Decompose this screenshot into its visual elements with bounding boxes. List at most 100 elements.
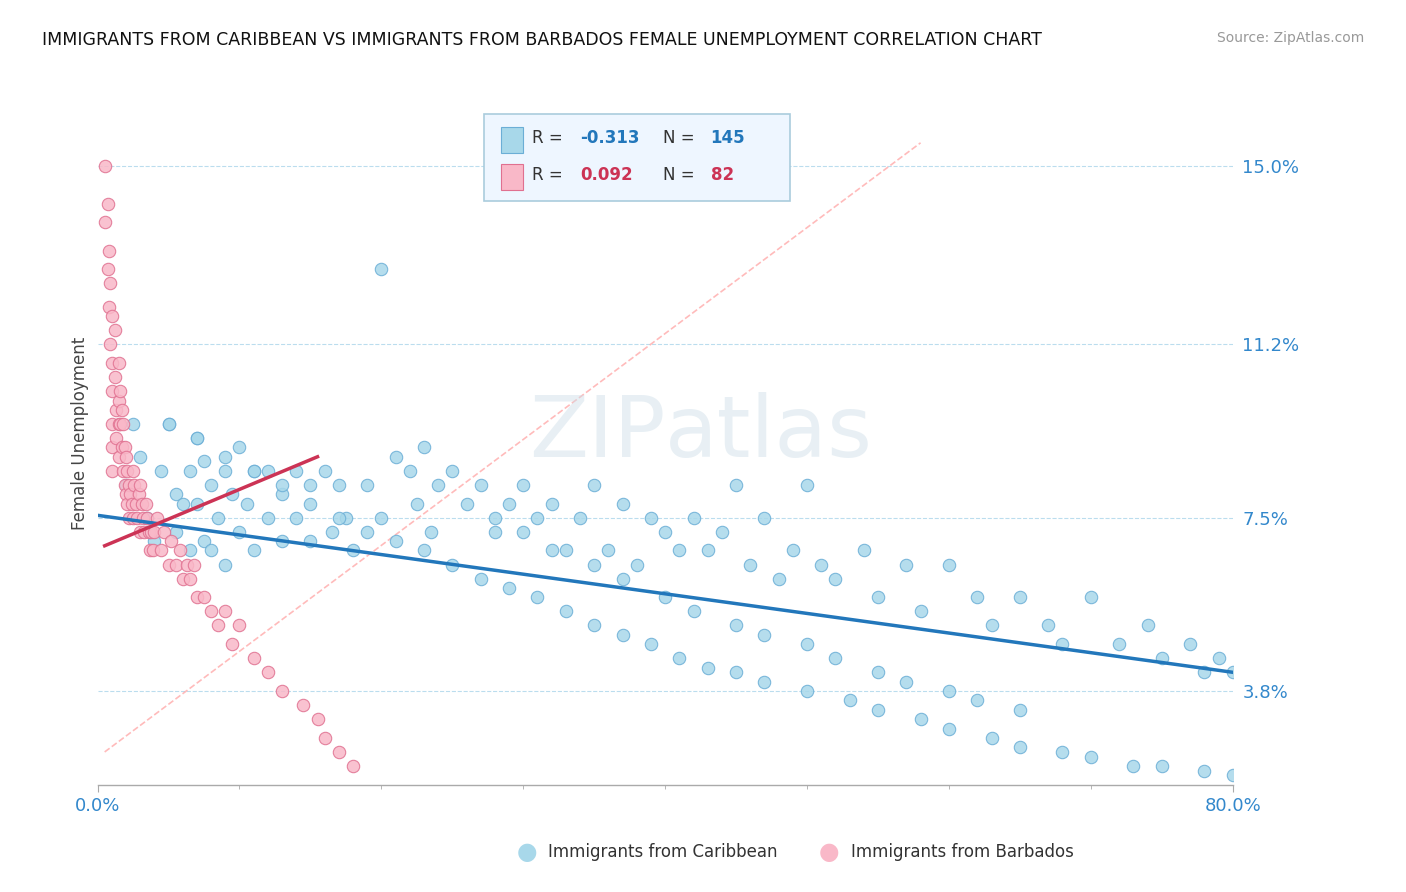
Point: [235, 497, 257, 511]
Point: [938, 558, 960, 572]
Point: [526, 591, 548, 605]
Point: [129, 450, 152, 464]
Point: [214, 604, 236, 618]
Point: [1052, 637, 1074, 651]
Point: [598, 543, 620, 558]
Point: [117, 497, 139, 511]
Point: [242, 464, 264, 478]
Point: [122, 417, 145, 431]
Point: [626, 558, 648, 572]
Point: [285, 510, 308, 524]
Point: [1008, 591, 1031, 605]
Point: [125, 497, 148, 511]
Point: [1208, 651, 1230, 665]
Point: [768, 572, 790, 586]
Point: [114, 478, 136, 492]
Point: [682, 604, 704, 618]
Point: [980, 618, 1002, 632]
Point: [193, 534, 215, 549]
Point: [321, 524, 343, 539]
Point: [120, 487, 142, 501]
Point: [1150, 651, 1173, 665]
Point: [193, 454, 215, 468]
Point: [157, 417, 180, 431]
Point: [335, 510, 357, 524]
Point: [852, 543, 875, 558]
Text: Immigrants from Caribbean: Immigrants from Caribbean: [548, 843, 778, 861]
Point: [134, 524, 156, 539]
Point: [129, 524, 152, 539]
Point: [441, 464, 464, 478]
Point: [108, 450, 131, 464]
Point: [1008, 703, 1031, 717]
Point: [910, 712, 932, 726]
Point: [271, 478, 294, 492]
Point: [1222, 665, 1244, 680]
Point: [105, 403, 128, 417]
Point: [583, 478, 606, 492]
Point: [612, 628, 634, 642]
Point: [370, 510, 392, 524]
Point: [97, 244, 120, 258]
Bar: [501, 164, 523, 190]
Point: [866, 591, 889, 605]
Point: [725, 478, 748, 492]
Point: [824, 572, 846, 586]
Point: [299, 478, 322, 492]
Point: [122, 510, 145, 524]
Point: [370, 262, 392, 277]
Point: [810, 558, 832, 572]
Point: [456, 497, 478, 511]
Point: [299, 497, 322, 511]
Point: [441, 558, 464, 572]
Point: [569, 510, 592, 524]
Point: [165, 558, 187, 572]
Point: [314, 731, 336, 745]
Point: [420, 524, 443, 539]
Point: [157, 558, 180, 572]
Point: [328, 510, 350, 524]
Point: [866, 703, 889, 717]
Point: [966, 693, 988, 707]
Point: [112, 417, 135, 431]
Point: [796, 684, 818, 698]
Point: [654, 591, 676, 605]
Point: [150, 543, 173, 558]
Point: [838, 693, 860, 707]
Point: [176, 558, 198, 572]
Text: atlas: atlas: [665, 392, 873, 475]
Point: [1194, 665, 1216, 680]
Point: [115, 487, 138, 501]
Point: [115, 450, 138, 464]
Point: [612, 572, 634, 586]
Point: [257, 464, 280, 478]
Point: [725, 618, 748, 632]
Point: [121, 497, 143, 511]
Point: [93, 215, 115, 229]
Point: [824, 651, 846, 665]
Point: [384, 450, 406, 464]
Point: [540, 543, 562, 558]
Point: [938, 722, 960, 736]
Point: [896, 558, 918, 572]
Point: [796, 637, 818, 651]
Point: [186, 431, 208, 445]
Point: [470, 572, 492, 586]
Point: [157, 417, 180, 431]
Point: [242, 543, 264, 558]
Point: [242, 651, 264, 665]
Point: [207, 510, 229, 524]
Point: [966, 591, 988, 605]
Point: [427, 478, 450, 492]
Point: [1080, 591, 1102, 605]
Point: [583, 558, 606, 572]
Point: [314, 464, 336, 478]
Point: [150, 464, 173, 478]
Text: ●: ●: [820, 840, 839, 863]
Point: [169, 543, 191, 558]
Point: [165, 487, 187, 501]
Point: [640, 637, 662, 651]
Point: [228, 618, 250, 632]
Point: [214, 464, 236, 478]
Point: [122, 464, 145, 478]
